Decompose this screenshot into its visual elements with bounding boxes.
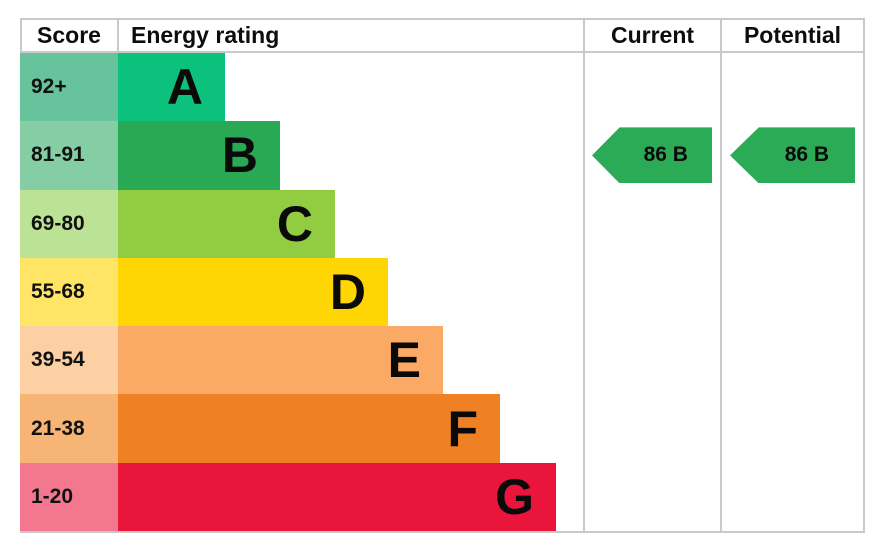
header-current: Current — [610, 22, 695, 48]
header-score: Score — [37, 22, 101, 48]
band-row-b: 81-91 B — [20, 121, 583, 190]
band-bar-b: B — [118, 121, 280, 190]
band-row-d: 55-68 D — [20, 257, 583, 327]
band-row-g: 1-20 G — [20, 462, 583, 531]
header-left-border — [20, 18, 22, 53]
band-bar-a: A — [118, 53, 225, 122]
score-range-label: 39-54 — [20, 326, 118, 395]
table-top-border — [20, 18, 865, 20]
score-range-label: 21-38 — [20, 394, 118, 463]
score-rating-divider — [117, 18, 119, 53]
band-row-f: 21-38 F — [20, 394, 583, 463]
band-bar-d: D — [118, 257, 388, 327]
band-row-e: 39-54 E — [20, 326, 583, 395]
header-energy-rating: Energy rating — [131, 22, 280, 48]
score-range-label: 1-20 — [20, 462, 118, 531]
score-range-label: 55-68 — [20, 257, 118, 327]
current-potential-divider — [720, 18, 722, 533]
header-bottom-border — [20, 51, 865, 53]
band-row-a: 92+ A — [20, 53, 583, 122]
score-range-label: 69-80 — [20, 189, 118, 258]
table-right-border — [863, 18, 865, 533]
potential-rating-arrow: 86 B — [730, 127, 855, 184]
score-range-label: 92+ — [20, 53, 118, 122]
rating-bands: 92+ A 81-91 B 69-80 C 55-68 D 39-54 E 21-38 F 1-20 G — [20, 53, 583, 531]
band-bar-e: E — [118, 326, 443, 395]
band-bar-f: F — [118, 394, 500, 463]
current-rating-arrow: 86 B — [592, 127, 712, 184]
band-bar-g: G — [118, 462, 556, 531]
table-bottom-border — [20, 531, 865, 533]
band-row-c: 69-80 C — [20, 189, 583, 258]
band-bar-c: C — [118, 189, 335, 258]
current-rating-value: 86 B — [643, 143, 688, 167]
score-range-label: 81-91 — [20, 121, 118, 190]
potential-rating-value: 86 B — [784, 143, 830, 167]
current-column-left-border — [583, 18, 585, 533]
header-potential: Potential — [743, 22, 842, 48]
